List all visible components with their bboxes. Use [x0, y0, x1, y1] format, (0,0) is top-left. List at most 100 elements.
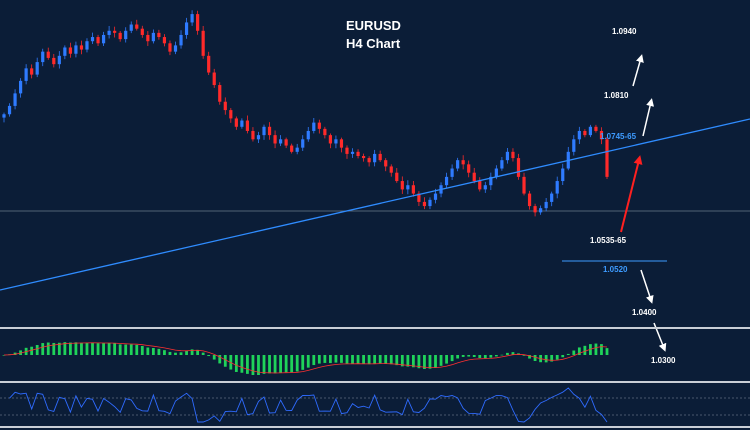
candle-body: [267, 126, 272, 136]
macd-bar: [483, 355, 487, 359]
macd-bar: [494, 355, 498, 357]
candle-body: [13, 93, 17, 106]
candle-body: [361, 156, 366, 159]
candle-body: [356, 151, 360, 156]
macd-bar: [500, 354, 504, 356]
macd-bar: [234, 355, 238, 372]
macd-bar: [356, 355, 360, 364]
candle-body: [417, 193, 421, 202]
macd-bar: [317, 355, 321, 364]
macd-bar: [423, 355, 426, 369]
macd-bar: [102, 343, 105, 355]
candle-body: [279, 139, 283, 144]
macd-bar: [566, 353, 570, 355]
candle-body: [373, 153, 377, 163]
macd-bar: [96, 343, 100, 355]
candle-body: [522, 176, 526, 194]
macd-bar: [185, 350, 188, 355]
candle-body: [605, 139, 609, 177]
macd-bar: [544, 355, 548, 363]
macd-bar: [140, 345, 144, 355]
candle-body: [444, 176, 449, 186]
candle-body: [245, 120, 250, 131]
macd-bar: [218, 355, 222, 364]
candle-body: [505, 151, 510, 161]
candle-body: [290, 145, 294, 152]
candle-body: [450, 168, 454, 177]
candle-body: [85, 41, 89, 50]
candle-body: [295, 147, 299, 152]
candle-body: [478, 181, 482, 190]
candle-body: [555, 181, 559, 194]
macd-bar: [328, 355, 332, 364]
macd-bar: [378, 355, 382, 364]
candle-body: [184, 22, 189, 35]
macd-bar: [91, 342, 94, 355]
level-label-1-0400: 1.0400: [632, 308, 657, 317]
macd-bar: [594, 343, 598, 355]
level-label-1-0745-65: 1.0745-65: [600, 132, 637, 141]
candle-body: [406, 185, 410, 190]
macd-bar: [273, 355, 277, 374]
macd-bar: [406, 355, 410, 367]
candle-body: [328, 135, 332, 144]
macd-bar: [129, 344, 133, 355]
macd-bar: [428, 355, 432, 369]
candle-body: [400, 181, 404, 190]
candle-body: [90, 37, 95, 42]
candle-body: [561, 168, 565, 182]
candle-body: [378, 153, 382, 161]
macd-bar: [179, 352, 183, 355]
macd-bar: [80, 342, 83, 355]
candle-body: [229, 110, 233, 119]
rsi-panel-bottom-separator: [0, 426, 750, 428]
candle-body: [456, 160, 460, 169]
macd-bar: [450, 355, 454, 362]
macd-bar: [223, 355, 227, 367]
macd-bar: [268, 355, 271, 374]
candle-body: [140, 28, 144, 35]
candle-body: [196, 14, 200, 31]
macd-bar: [174, 352, 177, 355]
chart-title-line2: H4 Chart: [346, 36, 401, 51]
macd-bar: [345, 355, 349, 364]
macd-bar: [434, 355, 437, 368]
macd-bar: [389, 355, 393, 365]
macd-bar: [340, 355, 343, 363]
macd-bar: [118, 344, 122, 355]
macd-bar: [35, 344, 39, 355]
candle-body: [467, 164, 471, 173]
candle-body: [472, 172, 476, 182]
chart-title-line1: EURUSD: [346, 18, 401, 33]
macd-bar: [577, 347, 581, 355]
candle-body: [223, 101, 227, 111]
candle-body: [433, 193, 438, 200]
macd-bar: [400, 355, 404, 367]
macd-bar: [212, 355, 216, 360]
macd-bar: [600, 344, 603, 355]
rsi-line: [9, 387, 608, 423]
macd-bar: [146, 347, 150, 355]
macd-bar: [168, 351, 172, 355]
level-label-1-0940: 1.0940: [612, 27, 637, 36]
macd-bar: [528, 355, 531, 359]
macd-bar: [196, 349, 200, 355]
macd-bar: [384, 355, 388, 364]
macd-bar: [30, 346, 34, 355]
candle-body: [30, 68, 34, 75]
macd-bar: [323, 355, 327, 363]
candle-body: [577, 130, 581, 140]
macd-bar: [561, 355, 565, 358]
macd-bar: [467, 355, 471, 357]
candle-body: [533, 206, 537, 213]
arrow-down-to-1-0400: [640, 269, 654, 304]
candle-body: [334, 139, 338, 144]
candle-body: [350, 151, 355, 154]
candle-body: [52, 57, 56, 65]
candle-body: [157, 32, 161, 38]
candle-body: [273, 135, 277, 144]
macd-bar: [113, 343, 117, 355]
